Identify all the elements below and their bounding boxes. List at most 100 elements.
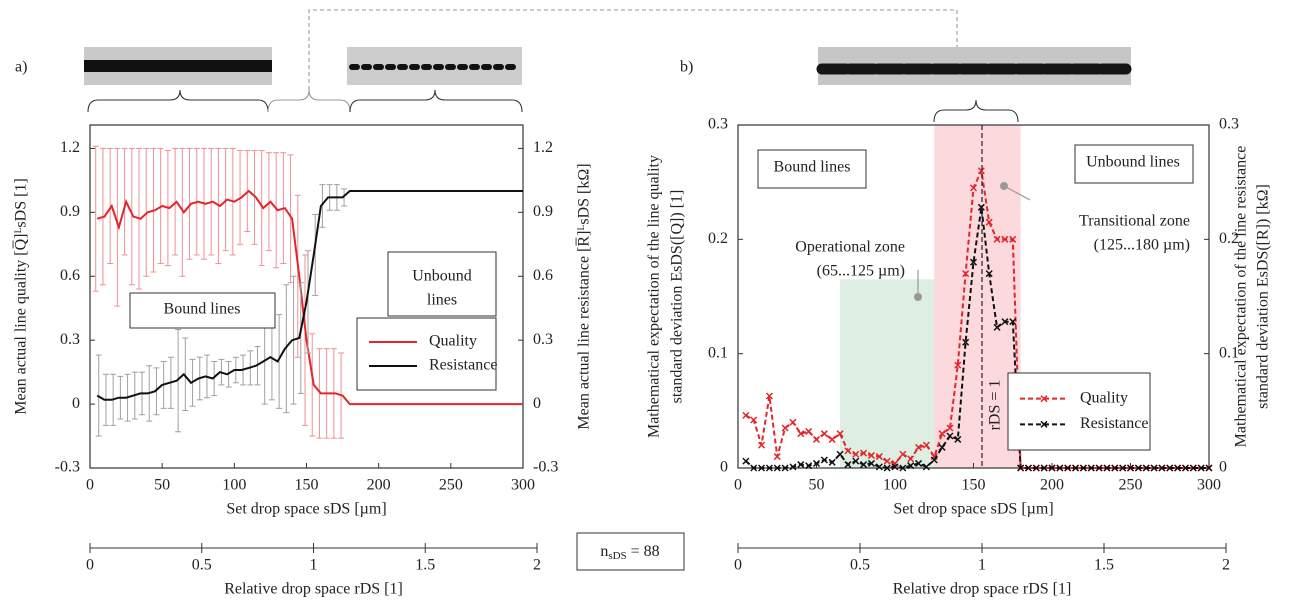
y2-tick-label: 0.2	[1219, 230, 1239, 247]
x-tick-label: 150	[962, 477, 986, 494]
annotation: lines	[427, 292, 457, 309]
y-tick-label: 0	[72, 395, 80, 412]
annotation: Bound lines	[774, 159, 851, 176]
annotation: Unbound lines	[1086, 154, 1180, 171]
x2-tick-label: 1.5	[415, 557, 435, 574]
marker	[781, 464, 789, 472]
marker	[852, 450, 860, 458]
x-axis-label: Set drop space sDS [µm]	[893, 501, 1053, 518]
x-tick-label: 100	[883, 477, 907, 494]
legend-label: Resistance	[1080, 415, 1148, 432]
marker	[962, 338, 970, 346]
error-bar	[128, 147, 135, 286]
y-tick-label: -0.3	[55, 459, 80, 476]
marker	[1056, 464, 1064, 472]
error-bar	[107, 147, 114, 264]
annotation: (125...180 µm)	[1094, 237, 1190, 254]
marker	[1158, 464, 1166, 472]
y2-tick-label: 0	[1219, 459, 1227, 476]
marker	[773, 453, 781, 461]
error-bar	[316, 348, 323, 439]
marker	[1166, 464, 1174, 472]
marker	[993, 235, 1001, 243]
error-bar	[302, 254, 308, 426]
marker	[765, 392, 773, 400]
marker	[993, 323, 1001, 331]
marker	[805, 427, 813, 435]
annotation: Unbound	[412, 268, 472, 285]
reference-label: rDS = 1	[987, 380, 1004, 431]
y2-tick-label: 0.6	[533, 267, 553, 284]
y2-tick-label: -0.3	[533, 459, 558, 476]
annotation: (65...125 µm)	[817, 263, 905, 280]
marker	[899, 450, 907, 458]
x2-axis-label: Relative drop space rDS [1]	[224, 581, 403, 598]
marker	[1048, 464, 1056, 472]
marker	[1017, 464, 1025, 472]
marker	[836, 430, 844, 438]
marker	[915, 459, 923, 467]
y-tick-label: 0.3	[60, 331, 80, 348]
error-bar	[114, 147, 121, 307]
legend-label: Resistance	[429, 357, 497, 374]
marker	[1009, 318, 1017, 326]
marker	[954, 361, 962, 369]
y-axis-label: Mean actual line quality [Q̅]ᴸsDS [1]	[12, 178, 30, 415]
error-bar	[186, 147, 193, 260]
marker	[1064, 464, 1072, 472]
annotation-pointer	[1003, 185, 1031, 201]
y-tick-label: 0.9	[60, 203, 80, 220]
marker	[1072, 464, 1080, 472]
marker	[1040, 464, 1048, 472]
marker	[985, 218, 993, 226]
sample-size-box	[576, 532, 685, 571]
legend-box	[356, 317, 497, 391]
error-bar	[153, 367, 160, 416]
marker	[946, 424, 954, 432]
marker	[875, 463, 883, 471]
x-tick-label: 0	[734, 477, 742, 494]
marker	[797, 430, 805, 438]
x-tick-label: 200	[367, 477, 391, 494]
x2-tick-label: 1.5	[1094, 557, 1114, 574]
photos	[84, 47, 1133, 85]
sample-size-symbol: n	[600, 543, 608, 560]
x-tick-label: 250	[1119, 477, 1143, 494]
error-bar	[309, 333, 316, 437]
annotation-box	[757, 149, 867, 189]
marker	[1205, 464, 1213, 472]
marker	[1087, 464, 1095, 472]
y-tick-label: 0.1	[708, 344, 728, 361]
x-tick-label: 0	[86, 477, 94, 494]
braces	[87, 9, 1019, 123]
marker	[1001, 318, 1009, 326]
marker	[907, 462, 915, 470]
error-bar	[92, 145, 99, 292]
error-bar	[222, 147, 229, 252]
marker	[1126, 464, 1135, 472]
annotation-dot	[914, 293, 922, 301]
marker	[962, 270, 970, 278]
marker	[1095, 464, 1103, 472]
marker	[1009, 235, 1017, 243]
marker	[875, 453, 883, 461]
annotation-box	[387, 251, 497, 317]
marker	[946, 432, 954, 440]
x-tick-label: 50	[809, 477, 825, 494]
sample-size-subscript: sDS	[608, 550, 626, 562]
y2-axis-label: standard deviation EsDS([R]) [kΩ]	[1255, 184, 1272, 409]
marker	[828, 435, 836, 443]
y-tick-label: 0.6	[60, 267, 80, 284]
marker	[1174, 464, 1182, 472]
error-bar	[273, 152, 280, 269]
marker	[860, 449, 868, 457]
annotation: Operational zone	[795, 239, 905, 256]
error-bar	[276, 314, 283, 409]
error-bar	[319, 184, 326, 228]
error-bar	[251, 150, 258, 245]
x-axis-label: Set drop space sDS [µm]	[226, 501, 386, 518]
panel-label: b)	[680, 59, 693, 76]
x-tick-label: 300	[1197, 477, 1221, 494]
marker	[1197, 464, 1205, 472]
